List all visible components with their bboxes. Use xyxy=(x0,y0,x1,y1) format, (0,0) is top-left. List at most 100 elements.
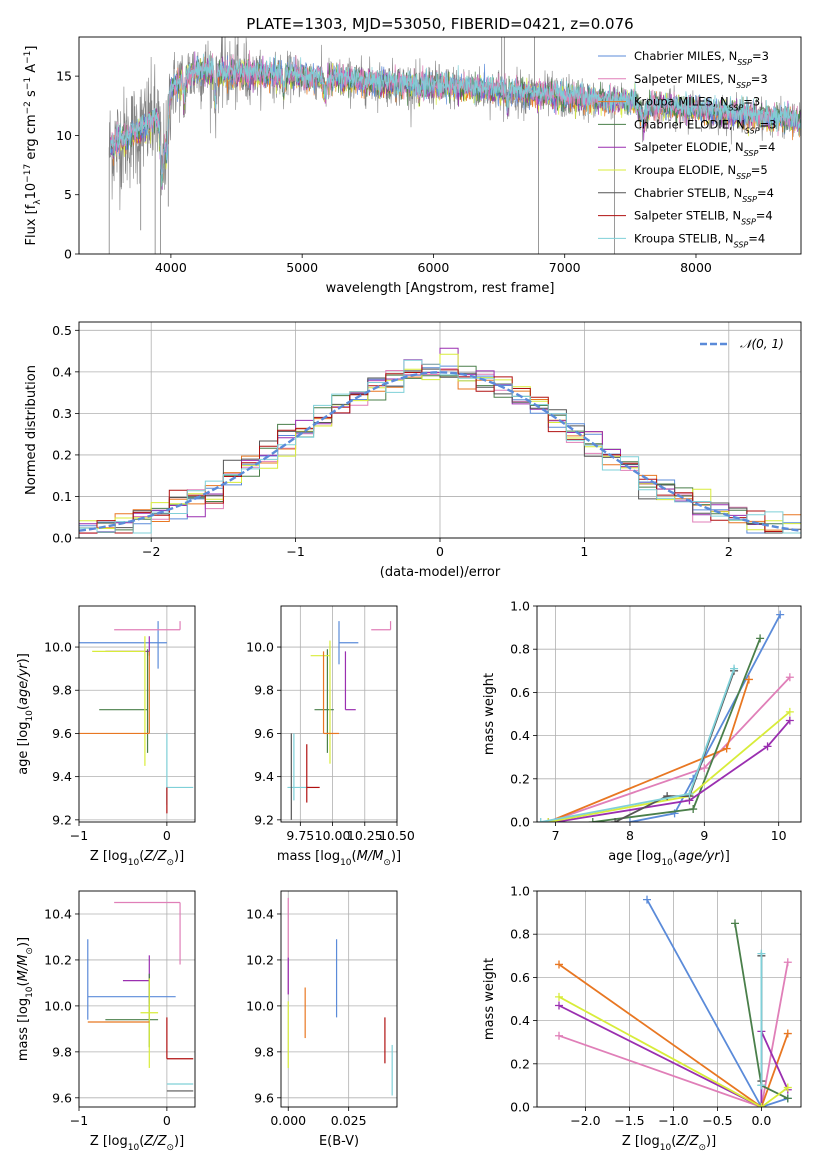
y-tick-label: 0.6 xyxy=(510,685,530,700)
age_vs_mass-frame xyxy=(280,605,398,823)
normal-curve xyxy=(79,371,801,532)
legend-entry: Salpeter ELODIE, NSSP=4 xyxy=(598,140,775,158)
legend-label: Salpeter MILES, NSSP=3 xyxy=(634,72,768,90)
legend-entry: Kroupa STELIB, NSSP=4 xyxy=(598,231,765,249)
x-tick-label: −0.5 xyxy=(702,1113,732,1128)
x-tick-label: −1.5 xyxy=(614,1113,644,1128)
x-tick-label: 10 xyxy=(771,828,787,843)
errorbar-point xyxy=(79,621,167,669)
y-tick-label: 0.2 xyxy=(52,447,72,462)
plus-marker xyxy=(555,960,563,969)
x-tick-label: 8 xyxy=(626,828,634,843)
legend-label: Chabrier MILES, NSSP=3 xyxy=(634,49,769,67)
errorbar-point xyxy=(114,901,181,965)
x-tick-label: 0.000 xyxy=(270,1113,306,1128)
y-tick-label: 10.0 xyxy=(44,998,72,1013)
y-tick-label: 1.0 xyxy=(510,599,530,614)
plus-marker xyxy=(722,744,731,753)
legend-label: Kroupa ELODIE, NSSP=5 xyxy=(634,163,768,181)
legend-label: Kroupa STELIB, NSSP=4 xyxy=(634,231,765,249)
x-tick-label: 7000 xyxy=(549,260,581,275)
age_vs_Z-plot-area xyxy=(79,621,194,814)
mass-weight-line-pink xyxy=(558,962,789,1107)
legend-entry: 𝒩(0, 1) xyxy=(700,337,784,351)
y-tick-label: 9.6 xyxy=(254,1090,274,1105)
spectrum-plot-area xyxy=(108,37,801,254)
plus-marker xyxy=(544,818,553,822)
plus-marker xyxy=(783,1094,792,1103)
y-tick-label: 9.2 xyxy=(52,812,72,827)
y-tick-label: 10.4 xyxy=(44,906,72,921)
x-tick-label: 0 xyxy=(163,828,171,843)
y-tick-label: 5 xyxy=(64,187,72,202)
y-axis-label: mass weight xyxy=(482,673,497,755)
y-tick-label: 9.8 xyxy=(254,683,274,698)
y-tick-label: 9.4 xyxy=(254,769,274,784)
mass_vs_Z-panel: −1 0 9.6 9.8 10.0 10.2 10.4 Z [log10(Z/Z⊙)] mass… xyxy=(16,890,196,1153)
plus-marker xyxy=(643,895,651,904)
x-axis-label: (data-model)/error xyxy=(380,565,501,580)
legend-entry: Kroupa MILES, NSSP=3 xyxy=(598,95,760,113)
x-axis-label: E(B-V) xyxy=(319,1134,359,1149)
x-tick-label: 4000 xyxy=(155,260,187,275)
errorbar-point xyxy=(310,640,331,764)
plus-marker xyxy=(685,789,694,798)
y-tick-label: 1.0 xyxy=(510,884,530,899)
legend-label: Chabrier STELIB, NSSP=4 xyxy=(634,186,774,204)
mass-weight-line-kroupa_elodie xyxy=(558,996,789,1107)
x-tick-label: 0 xyxy=(436,544,444,559)
plus-marker xyxy=(763,742,772,751)
plus-marker xyxy=(776,610,785,619)
x-tick-label: 10.00 xyxy=(315,828,351,843)
errorbar-point xyxy=(105,636,150,656)
y-tick-label: 0.0 xyxy=(510,1100,530,1115)
y-tick-label: 0.3 xyxy=(52,406,72,421)
y-tick-label: 10.0 xyxy=(44,640,72,655)
x-axis-label: Z [log10(Z/Z⊙)] xyxy=(90,849,184,868)
errorbar-point xyxy=(344,651,356,711)
y-tick-label: 9.4 xyxy=(52,769,72,784)
y-tick-label: 10.4 xyxy=(246,906,274,921)
mass-weight-line-chabrier_elodie xyxy=(592,638,761,822)
age_vs_Z-frame xyxy=(78,605,196,823)
y-tick-label: 0.4 xyxy=(52,364,72,379)
x-tick-label: −2.0 xyxy=(570,1113,600,1128)
y-tick-label: 9.6 xyxy=(52,726,72,741)
y-tick-label: 0.2 xyxy=(510,771,530,786)
y-tick-label: 0.8 xyxy=(510,642,530,657)
residual-histogram-kroupa_stelib xyxy=(79,359,801,534)
plus-marker xyxy=(730,664,739,673)
errorbar-point xyxy=(166,1017,194,1060)
mass_weight_vs_age-frame xyxy=(536,605,802,823)
spectrum-panel: 4000 5000 6000 7000 8000 0 5 10 15 wavelength [An… xyxy=(23,36,802,296)
legend-entry: Chabrier STELIB, NSSP=4 xyxy=(598,186,774,204)
legend-label: Kroupa MILES, NSSP=3 xyxy=(634,95,760,113)
y-tick-label: 0.0 xyxy=(52,531,72,546)
mass-weight-line-salpeter_elodie xyxy=(555,719,791,822)
spectrum-model-kroupa_stelib xyxy=(110,53,801,187)
plus-marker xyxy=(785,716,794,725)
x-tick-label: −1 xyxy=(286,544,304,559)
plus-marker xyxy=(537,818,545,822)
plus-marker xyxy=(555,1031,563,1040)
x-axis-label: Z [log10(Z/Z⊙)] xyxy=(622,1134,716,1153)
plus-marker xyxy=(785,707,794,716)
mass_vs_Z-frame xyxy=(78,890,196,1108)
x-tick-label: 10.25 xyxy=(347,828,383,843)
errorbar-point xyxy=(99,649,149,753)
mass_vs_ebv-plot-area xyxy=(287,897,393,1096)
mass_weight_vs_Z-plot-area xyxy=(555,895,792,1107)
y-tick-label: 0.2 xyxy=(510,1056,530,1071)
mass-weight-line-chabrier_miles xyxy=(646,899,789,1107)
errorbar-point xyxy=(166,733,194,805)
errorbar-point xyxy=(92,636,146,766)
legend-label: 𝒩(0, 1) xyxy=(740,337,784,351)
plus-marker xyxy=(744,675,753,684)
errorbar-point xyxy=(140,978,159,1068)
residuals-plot-area xyxy=(79,347,801,534)
y-tick-label: 0.4 xyxy=(510,1013,530,1028)
plus-marker xyxy=(783,1029,792,1038)
y-tick-label: 0 xyxy=(64,247,72,262)
